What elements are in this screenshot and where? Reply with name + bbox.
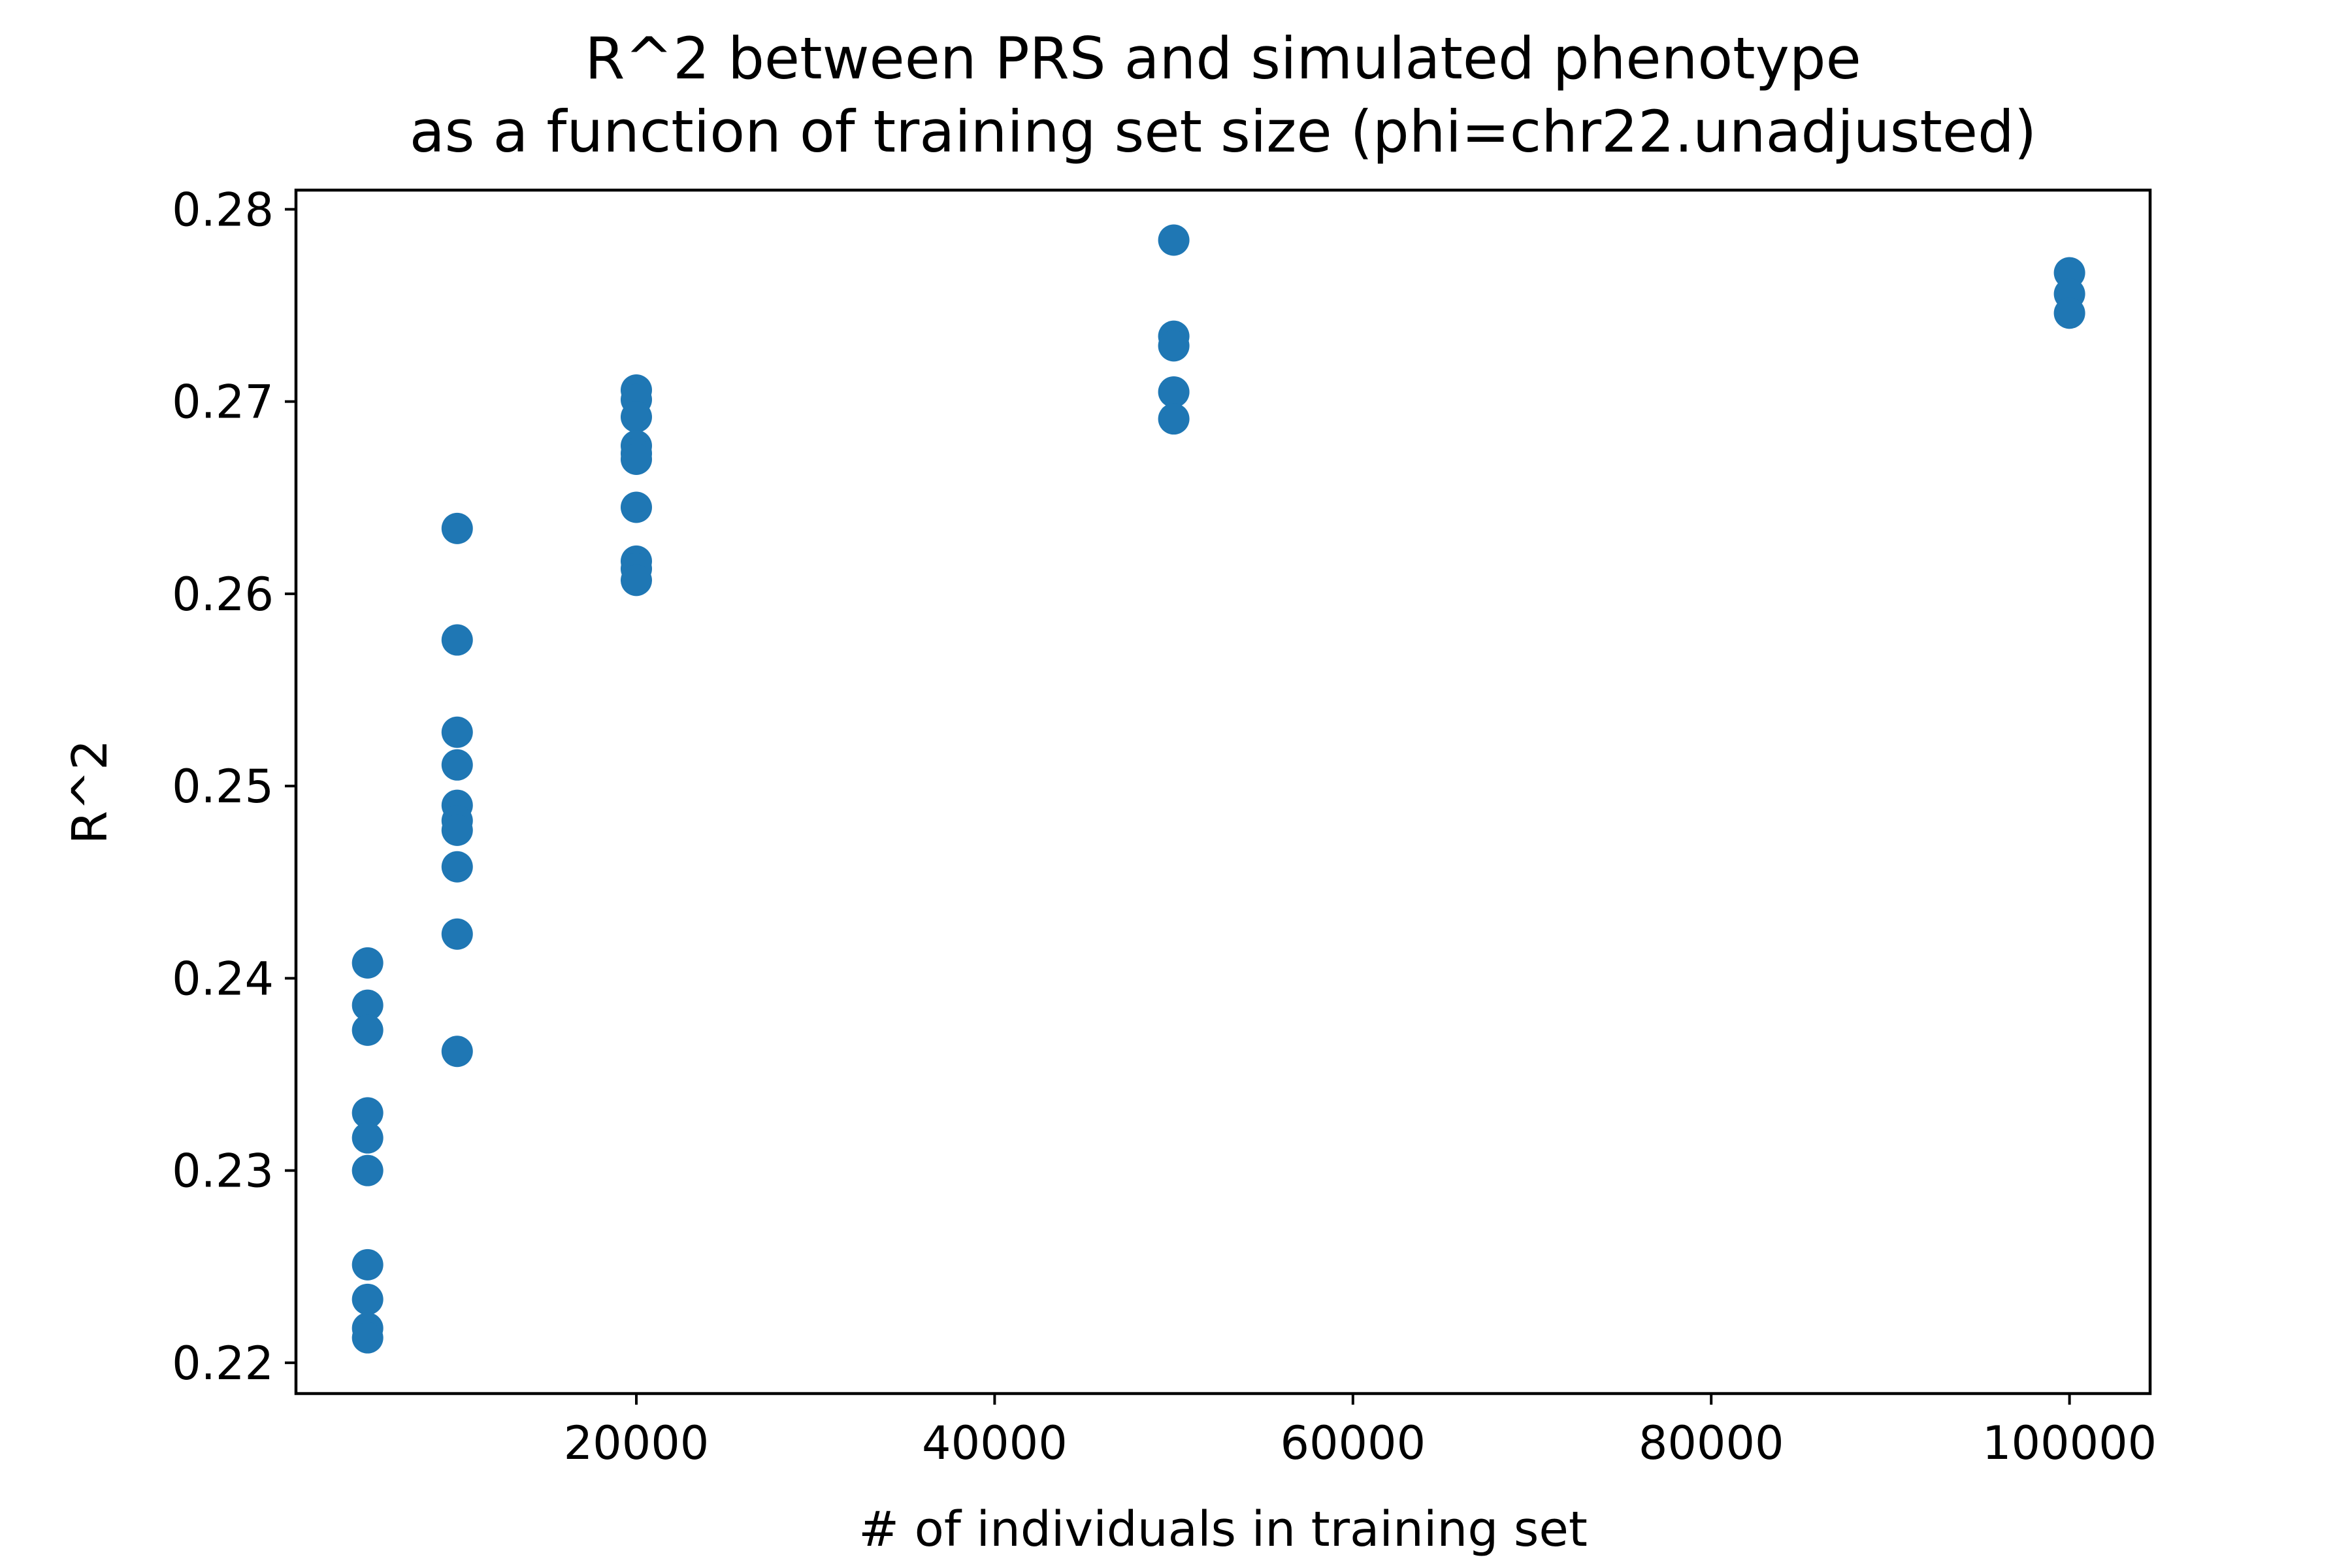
data-point [441,624,473,656]
chart-title: R^2 between PRS and simulated phenotype [585,25,1861,92]
y-tick-label: 0.27 [172,376,274,429]
data-point [351,1322,384,1354]
y-tick-label: 0.28 [172,183,274,237]
data-point [2053,297,2085,329]
y-tick-label: 0.23 [172,1145,274,1198]
data-point [351,1122,384,1154]
data-point [441,814,473,846]
chart-subtitle: as a function of training set size (phi=… [410,98,2037,165]
data-point [351,947,384,979]
x-tick-label: 20000 [564,1416,710,1470]
data-point [1158,330,1190,362]
x-tick-label: 100000 [1982,1416,2157,1470]
data-point [351,989,384,1021]
data-point [351,1014,384,1046]
y-tick-label: 0.22 [172,1337,274,1390]
x-axis-label: # of individuals in training set [858,1501,1588,1558]
x-tick-label: 60000 [1280,1416,1426,1470]
data-point [1158,224,1190,256]
data-point [441,1036,473,1068]
y-tick-label: 0.25 [172,760,274,813]
data-point [441,512,473,544]
data-point [1158,403,1190,435]
data-point [1158,376,1190,408]
scatter-points [351,224,2085,1354]
y-axis-label: R^2 [62,740,118,845]
data-point [441,851,473,883]
data-point [441,716,473,748]
y-tick-label: 0.24 [172,952,274,1005]
y-axis: 0.22 0.23 0.24 0.25 0.26 0.27 0.28 [172,183,296,1390]
y-tick-label: 0.26 [172,568,274,621]
data-point [620,443,652,475]
x-tick-label: 80000 [1639,1416,1784,1470]
data-point [441,918,473,950]
data-point [351,1154,384,1186]
data-point [441,749,473,781]
plot-frame [294,188,2152,1396]
x-tick-label: 40000 [922,1416,1068,1470]
data-point [620,401,652,433]
data-point [620,564,652,596]
data-point [351,1249,384,1281]
data-point [620,491,652,523]
data-point [351,1283,384,1315]
data-point [351,1097,384,1129]
x-axis: 20000 40000 60000 80000 100000 [564,1394,2157,1470]
